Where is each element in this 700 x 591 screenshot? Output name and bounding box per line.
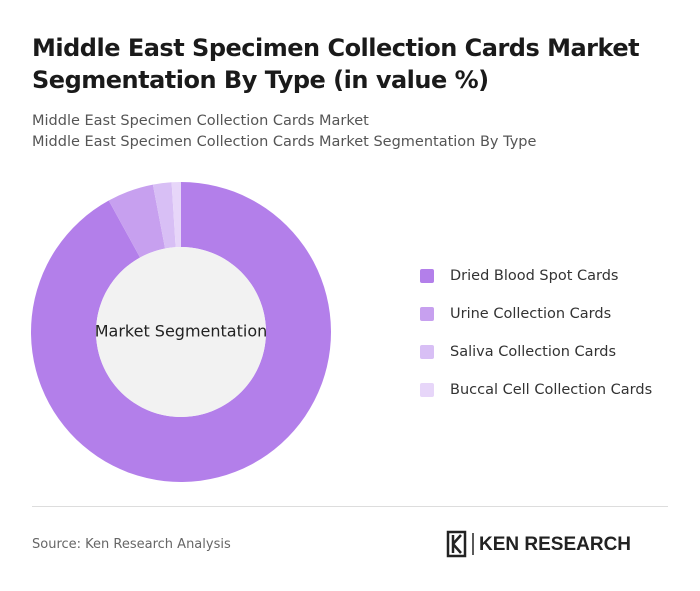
legend-swatch (420, 383, 434, 397)
logo: KEN RESEARCH (446, 530, 631, 558)
legend-swatch (420, 269, 434, 283)
donut-slice (31, 182, 332, 482)
chart-title: Middle East Specimen Collection Cards Ma… (32, 34, 640, 94)
source: Source: Ken Research Analysis (32, 537, 231, 552)
subtitle: Middle East Specimen Collection Cards Ma… (32, 113, 369, 129)
donut-slice (108, 184, 166, 258)
legend-swatch (420, 307, 434, 321)
legend-label: Saliva Collection Cards (450, 344, 616, 360)
legend-swatch (420, 345, 434, 359)
donut-slice (152, 182, 176, 249)
legend-label: Dried Blood Spot Cards (450, 268, 618, 284)
chart: Market Segmentation Dried Blood Spot Card… (31, 182, 652, 482)
legend-label: Buccal Cell Collection Cards (450, 382, 652, 398)
center-label: Market Segmentation (95, 322, 268, 341)
legend-label: Urine Collection Cards (450, 306, 611, 322)
donut-slice (171, 182, 181, 248)
donut-hole (96, 247, 266, 417)
subtitle: Middle East Specimen Collection Cards Ma… (32, 134, 537, 150)
divider (32, 506, 668, 507)
logo-text: KEN RESEARCH (479, 534, 631, 555)
